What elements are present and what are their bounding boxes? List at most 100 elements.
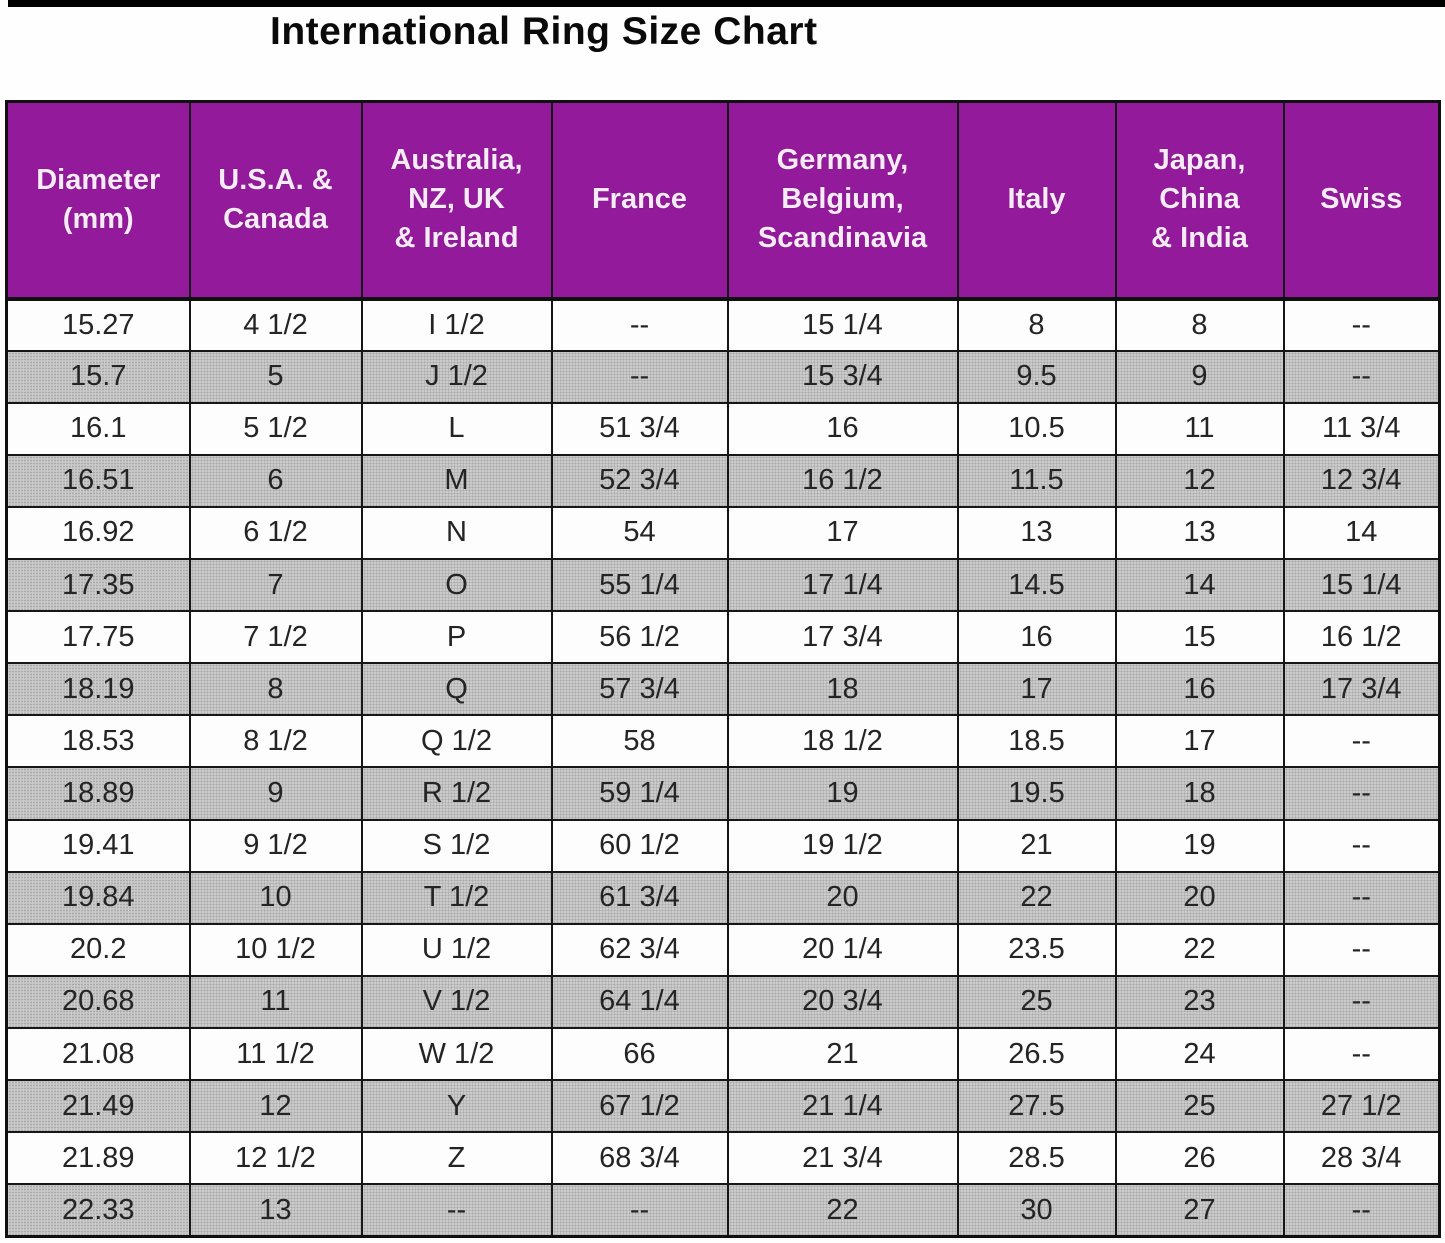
ring-size-cell: 8 xyxy=(956,297,1117,352)
ring-size-cell: Y xyxy=(360,1079,553,1134)
ring-size-cell: S 1/2 xyxy=(360,818,553,873)
ring-size-cell: 22 xyxy=(1114,922,1285,977)
table-body: 15.27 4 1/2 I 1/2 -- 15 1/4 8 8 -- 15.7 5 J 1/2 -- 1… xyxy=(5,297,1441,1238)
ring-size-cell: 13 xyxy=(1114,505,1285,561)
ring-size-cell: 68 3/4 xyxy=(550,1131,729,1186)
ring-size-cell: 27 1/2 xyxy=(1282,1079,1441,1134)
table-row: 16.51 6 M 52 3/4 16 1/2 11.5 12 12 3/4 xyxy=(5,453,1441,508)
ring-size-cell: 17 xyxy=(1114,714,1285,769)
table-row: 20.2 10 1/2 U 1/2 62 3/4 20 1/4 23.5 22 -- xyxy=(5,922,1441,977)
ring-size-cell: 67 1/2 xyxy=(550,1079,729,1134)
ring-size-cell: Q xyxy=(360,662,553,717)
ring-size-cell: U 1/2 xyxy=(360,922,553,977)
ring-size-cell: 14.5 xyxy=(956,558,1117,613)
table-row: 19.84 10 T 1/2 61 3/4 20 22 20 -- xyxy=(5,870,1441,925)
ring-size-cell: 15 1/4 xyxy=(726,297,959,352)
table-row: 15.7 5 J 1/2 -- 15 3/4 9.5 9 -- xyxy=(5,349,1441,404)
table-header: Diameter (mm) U.S.A. & Canada Australia,… xyxy=(5,100,1441,301)
ring-size-cell: 5 xyxy=(188,349,363,404)
ring-size-cell: 20.68 xyxy=(5,974,191,1030)
ring-size-cell: 15.7 xyxy=(5,349,191,404)
ring-size-cell: 11 xyxy=(188,974,363,1030)
ring-size-cell: 12 xyxy=(1114,453,1285,508)
ring-size-cell: -- xyxy=(550,297,729,352)
ring-size-cell: 17.75 xyxy=(5,610,191,665)
ring-size-cell: 27.5 xyxy=(956,1079,1117,1134)
ring-size-cell: 17 1/4 xyxy=(726,558,959,613)
ring-size-cell: O xyxy=(360,558,553,613)
ring-size-cell: 8 1/2 xyxy=(188,714,363,769)
ring-size-cell: 21 xyxy=(726,1027,959,1082)
table-row: 18.53 8 1/2 Q 1/2 58 18 1/2 18.5 17 -- xyxy=(5,714,1441,769)
ring-size-cell: 20 xyxy=(726,870,959,925)
ring-size-cell: 18.53 xyxy=(5,714,191,769)
ring-size-cell: 15 1/4 xyxy=(1282,558,1441,613)
ring-size-cell: 60 1/2 xyxy=(550,818,729,873)
ring-size-cell: N xyxy=(360,505,553,561)
column-header-germany-belgium: Germany, Belgium, Scandinavia xyxy=(726,100,959,301)
ring-size-cell: -- xyxy=(1282,766,1441,821)
ring-size-cell: 16 xyxy=(1114,662,1285,717)
ring-size-cell: 21 3/4 xyxy=(726,1131,959,1186)
ring-size-cell: 28.5 xyxy=(956,1131,1117,1186)
top-divider-bar xyxy=(8,0,1445,7)
table-row: 21.08 11 1/2 W 1/2 66 21 26.5 24 -- xyxy=(5,1027,1441,1082)
table-row: 17.35 7 O 55 1/4 17 1/4 14.5 14 15 1/4 xyxy=(5,558,1441,613)
ring-size-cell: 14 xyxy=(1282,505,1441,561)
ring-size-cell: 11 xyxy=(1114,401,1285,456)
table-row: 20.68 11 V 1/2 64 1/4 20 3/4 25 23 -- xyxy=(5,974,1441,1030)
ring-size-cell: 6 xyxy=(188,453,363,508)
table-row: 19.41 9 1/2 S 1/2 60 1/2 19 1/2 21 19 -- xyxy=(5,818,1441,873)
ring-size-cell: 18.5 xyxy=(956,714,1117,769)
ring-size-cell: 21.89 xyxy=(5,1131,191,1186)
ring-size-cell: 15.27 xyxy=(5,297,191,352)
ring-size-cell: J 1/2 xyxy=(360,349,553,404)
page-title: International Ring Size Chart xyxy=(270,10,818,53)
ring-size-cell: 18.19 xyxy=(5,662,191,717)
ring-size-cell: 56 1/2 xyxy=(550,610,729,665)
ring-size-cell: 7 1/2 xyxy=(188,610,363,665)
ring-size-cell: 28 3/4 xyxy=(1282,1131,1441,1186)
ring-size-cell: 26.5 xyxy=(956,1027,1117,1082)
table-row: 15.27 4 1/2 I 1/2 -- 15 1/4 8 8 -- xyxy=(5,297,1441,352)
ring-size-cell: -- xyxy=(1282,714,1441,769)
ring-size-cell: 19.84 xyxy=(5,870,191,925)
ring-size-cell: 16 1/2 xyxy=(1282,610,1441,665)
ring-size-cell: 51 3/4 xyxy=(550,401,729,456)
ring-size-cell: T 1/2 xyxy=(360,870,553,925)
ring-size-cell: 15 xyxy=(1114,610,1285,665)
ring-size-cell: 18.89 xyxy=(5,766,191,821)
ring-size-cell: 22.33 xyxy=(5,1183,191,1238)
ring-size-cell: 55 1/4 xyxy=(550,558,729,613)
ring-size-cell: -- xyxy=(1282,818,1441,873)
ring-size-cell: 18 xyxy=(726,662,959,717)
ring-size-cell: 20 1/4 xyxy=(726,922,959,977)
ring-size-cell: R 1/2 xyxy=(360,766,553,821)
ring-size-cell: 16.1 xyxy=(5,401,191,456)
ring-size-cell: 19 xyxy=(1114,818,1285,873)
ring-size-cell: 8 xyxy=(188,662,363,717)
ring-size-table: Diameter (mm) U.S.A. & Canada Australia,… xyxy=(5,100,1441,1238)
ring-size-cell: 30 xyxy=(956,1183,1117,1238)
ring-size-cell: 64 1/4 xyxy=(550,974,729,1030)
ring-size-cell: 17.35 xyxy=(5,558,191,613)
ring-size-cell: 9 xyxy=(1114,349,1285,404)
ring-size-cell: 20 3/4 xyxy=(726,974,959,1030)
ring-size-cell: 10.5 xyxy=(956,401,1117,456)
ring-size-cell: 16.51 xyxy=(5,453,191,508)
ring-size-cell: 16 1/2 xyxy=(726,453,959,508)
ring-size-cell: 8 xyxy=(1114,297,1285,352)
ring-size-cell: 18 xyxy=(1114,766,1285,821)
ring-size-cell: -- xyxy=(360,1183,553,1238)
column-header-swiss: Swiss xyxy=(1282,100,1441,301)
ring-size-cell: 27 xyxy=(1114,1183,1285,1238)
ring-size-cell: -- xyxy=(550,349,729,404)
ring-size-cell: 16 xyxy=(726,401,959,456)
ring-size-cell: -- xyxy=(550,1183,729,1238)
table-row: 17.75 7 1/2 P 56 1/2 17 3/4 16 15 16 1/2 xyxy=(5,610,1441,665)
ring-size-cell: M xyxy=(360,453,553,508)
ring-size-cell: I 1/2 xyxy=(360,297,553,352)
ring-size-cell: 5 1/2 xyxy=(188,401,363,456)
ring-size-cell: 11.5 xyxy=(956,453,1117,508)
ring-size-cell: 9 1/2 xyxy=(188,818,363,873)
